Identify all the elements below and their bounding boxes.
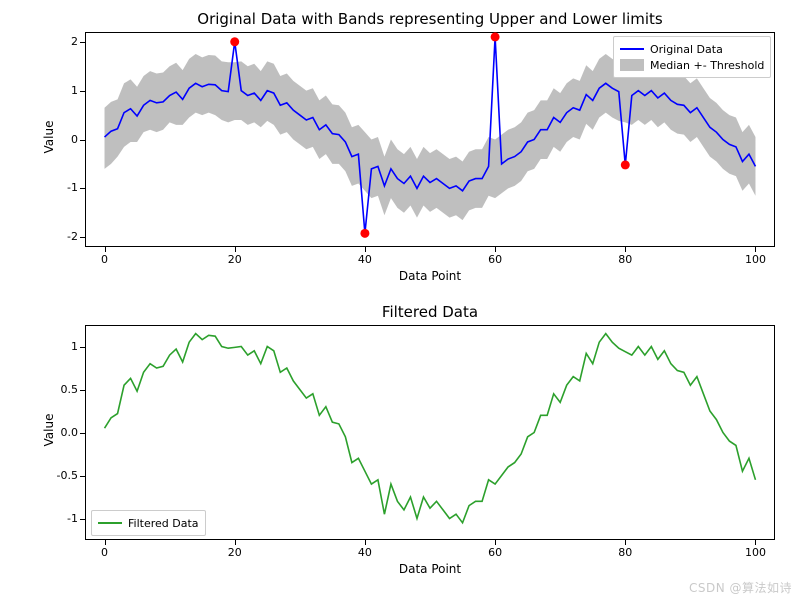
top_chart-ytick-label: -1 xyxy=(40,181,78,194)
legend-label: Original Data xyxy=(650,43,723,56)
top_chart-ytick xyxy=(80,237,85,238)
watermark: CSDN @算法如诗 xyxy=(689,579,792,596)
bottom_chart-xtick-label: 80 xyxy=(610,546,640,559)
bottom_chart-title: Filtered Data xyxy=(85,303,775,321)
bottom_chart-xtick xyxy=(235,540,236,545)
top_chart-xtick xyxy=(495,247,496,252)
top_chart-ytick xyxy=(80,91,85,92)
bottom_chart-ytick-label: -0.5 xyxy=(40,469,78,482)
legend-label: Filtered Data xyxy=(128,517,199,530)
top_chart-title: Original Data with Bands representing Up… xyxy=(85,10,775,28)
top_chart-xtick-label: 100 xyxy=(740,253,770,266)
bottom_chart-legend-row: Filtered Data xyxy=(98,515,199,531)
top_chart-xtick-label: 40 xyxy=(350,253,380,266)
bottom_chart-ytick xyxy=(80,433,85,434)
bottom_chart-ytick xyxy=(80,390,85,391)
top_chart-xtick xyxy=(755,247,756,252)
top_chart-ytick xyxy=(80,188,85,189)
legend-patch-swatch xyxy=(620,59,644,71)
top_chart-xtick xyxy=(105,247,106,252)
bottom_chart-ytick-label: 0.5 xyxy=(40,383,78,396)
bottom_chart-xtick-label: 20 xyxy=(220,546,250,559)
bottom_chart-ytick-label: 1 xyxy=(40,340,78,353)
legend-line-swatch xyxy=(98,522,122,524)
top_chart-legend-row: Median +- Threshold xyxy=(620,57,764,73)
top_chart-legend-row: Original Data xyxy=(620,41,764,57)
bottom_chart-xlabel: Data Point xyxy=(85,562,775,576)
top_chart-ytick xyxy=(80,42,85,43)
bottom_chart-xtick xyxy=(365,540,366,545)
top_chart-ytick-label: 1 xyxy=(40,84,78,97)
top_chart-xtick-label: 60 xyxy=(480,253,510,266)
bottom_chart-ytick-label: 0.0 xyxy=(40,426,78,439)
top_chart-xtick-label: 0 xyxy=(90,253,120,266)
bottom_chart-xtick xyxy=(105,540,106,545)
figure: Original Data with Bands representing Up… xyxy=(0,0,800,600)
bottom_chart-ytick xyxy=(80,519,85,520)
bottom_chart-ytick xyxy=(80,347,85,348)
top_chart-xlabel: Data Point xyxy=(85,269,775,283)
bottom_chart-legend: Filtered Data xyxy=(91,510,206,536)
bottom_chart-plot-area xyxy=(85,325,775,540)
bottom_chart-xtick xyxy=(625,540,626,545)
top_chart-ytick xyxy=(80,140,85,141)
top_chart-xtick xyxy=(235,247,236,252)
bottom_chart-xtick xyxy=(755,540,756,545)
top_chart-xtick xyxy=(365,247,366,252)
bottom_chart-xtick-label: 0 xyxy=(90,546,120,559)
top_chart-ytick-label: 2 xyxy=(40,35,78,48)
top_chart-legend: Original Data Median +- Threshold xyxy=(613,36,771,78)
bottom_chart-xtick-label: 100 xyxy=(740,546,770,559)
legend-line-swatch xyxy=(620,48,644,50)
top_chart-ytick-label: 0 xyxy=(40,133,78,146)
top_chart-xtick-label: 80 xyxy=(610,253,640,266)
bottom_chart-xtick-label: 40 xyxy=(350,546,380,559)
bottom_chart-ytick xyxy=(80,476,85,477)
top_chart-xtick xyxy=(625,247,626,252)
bottom_chart-xtick-label: 60 xyxy=(480,546,510,559)
top_chart-ytick-label: -2 xyxy=(40,230,78,243)
bottom_chart-xtick xyxy=(495,540,496,545)
bottom_chart-ytick-label: -1 xyxy=(40,512,78,525)
top_chart-xtick-label: 20 xyxy=(220,253,250,266)
legend-label: Median +- Threshold xyxy=(650,59,764,72)
